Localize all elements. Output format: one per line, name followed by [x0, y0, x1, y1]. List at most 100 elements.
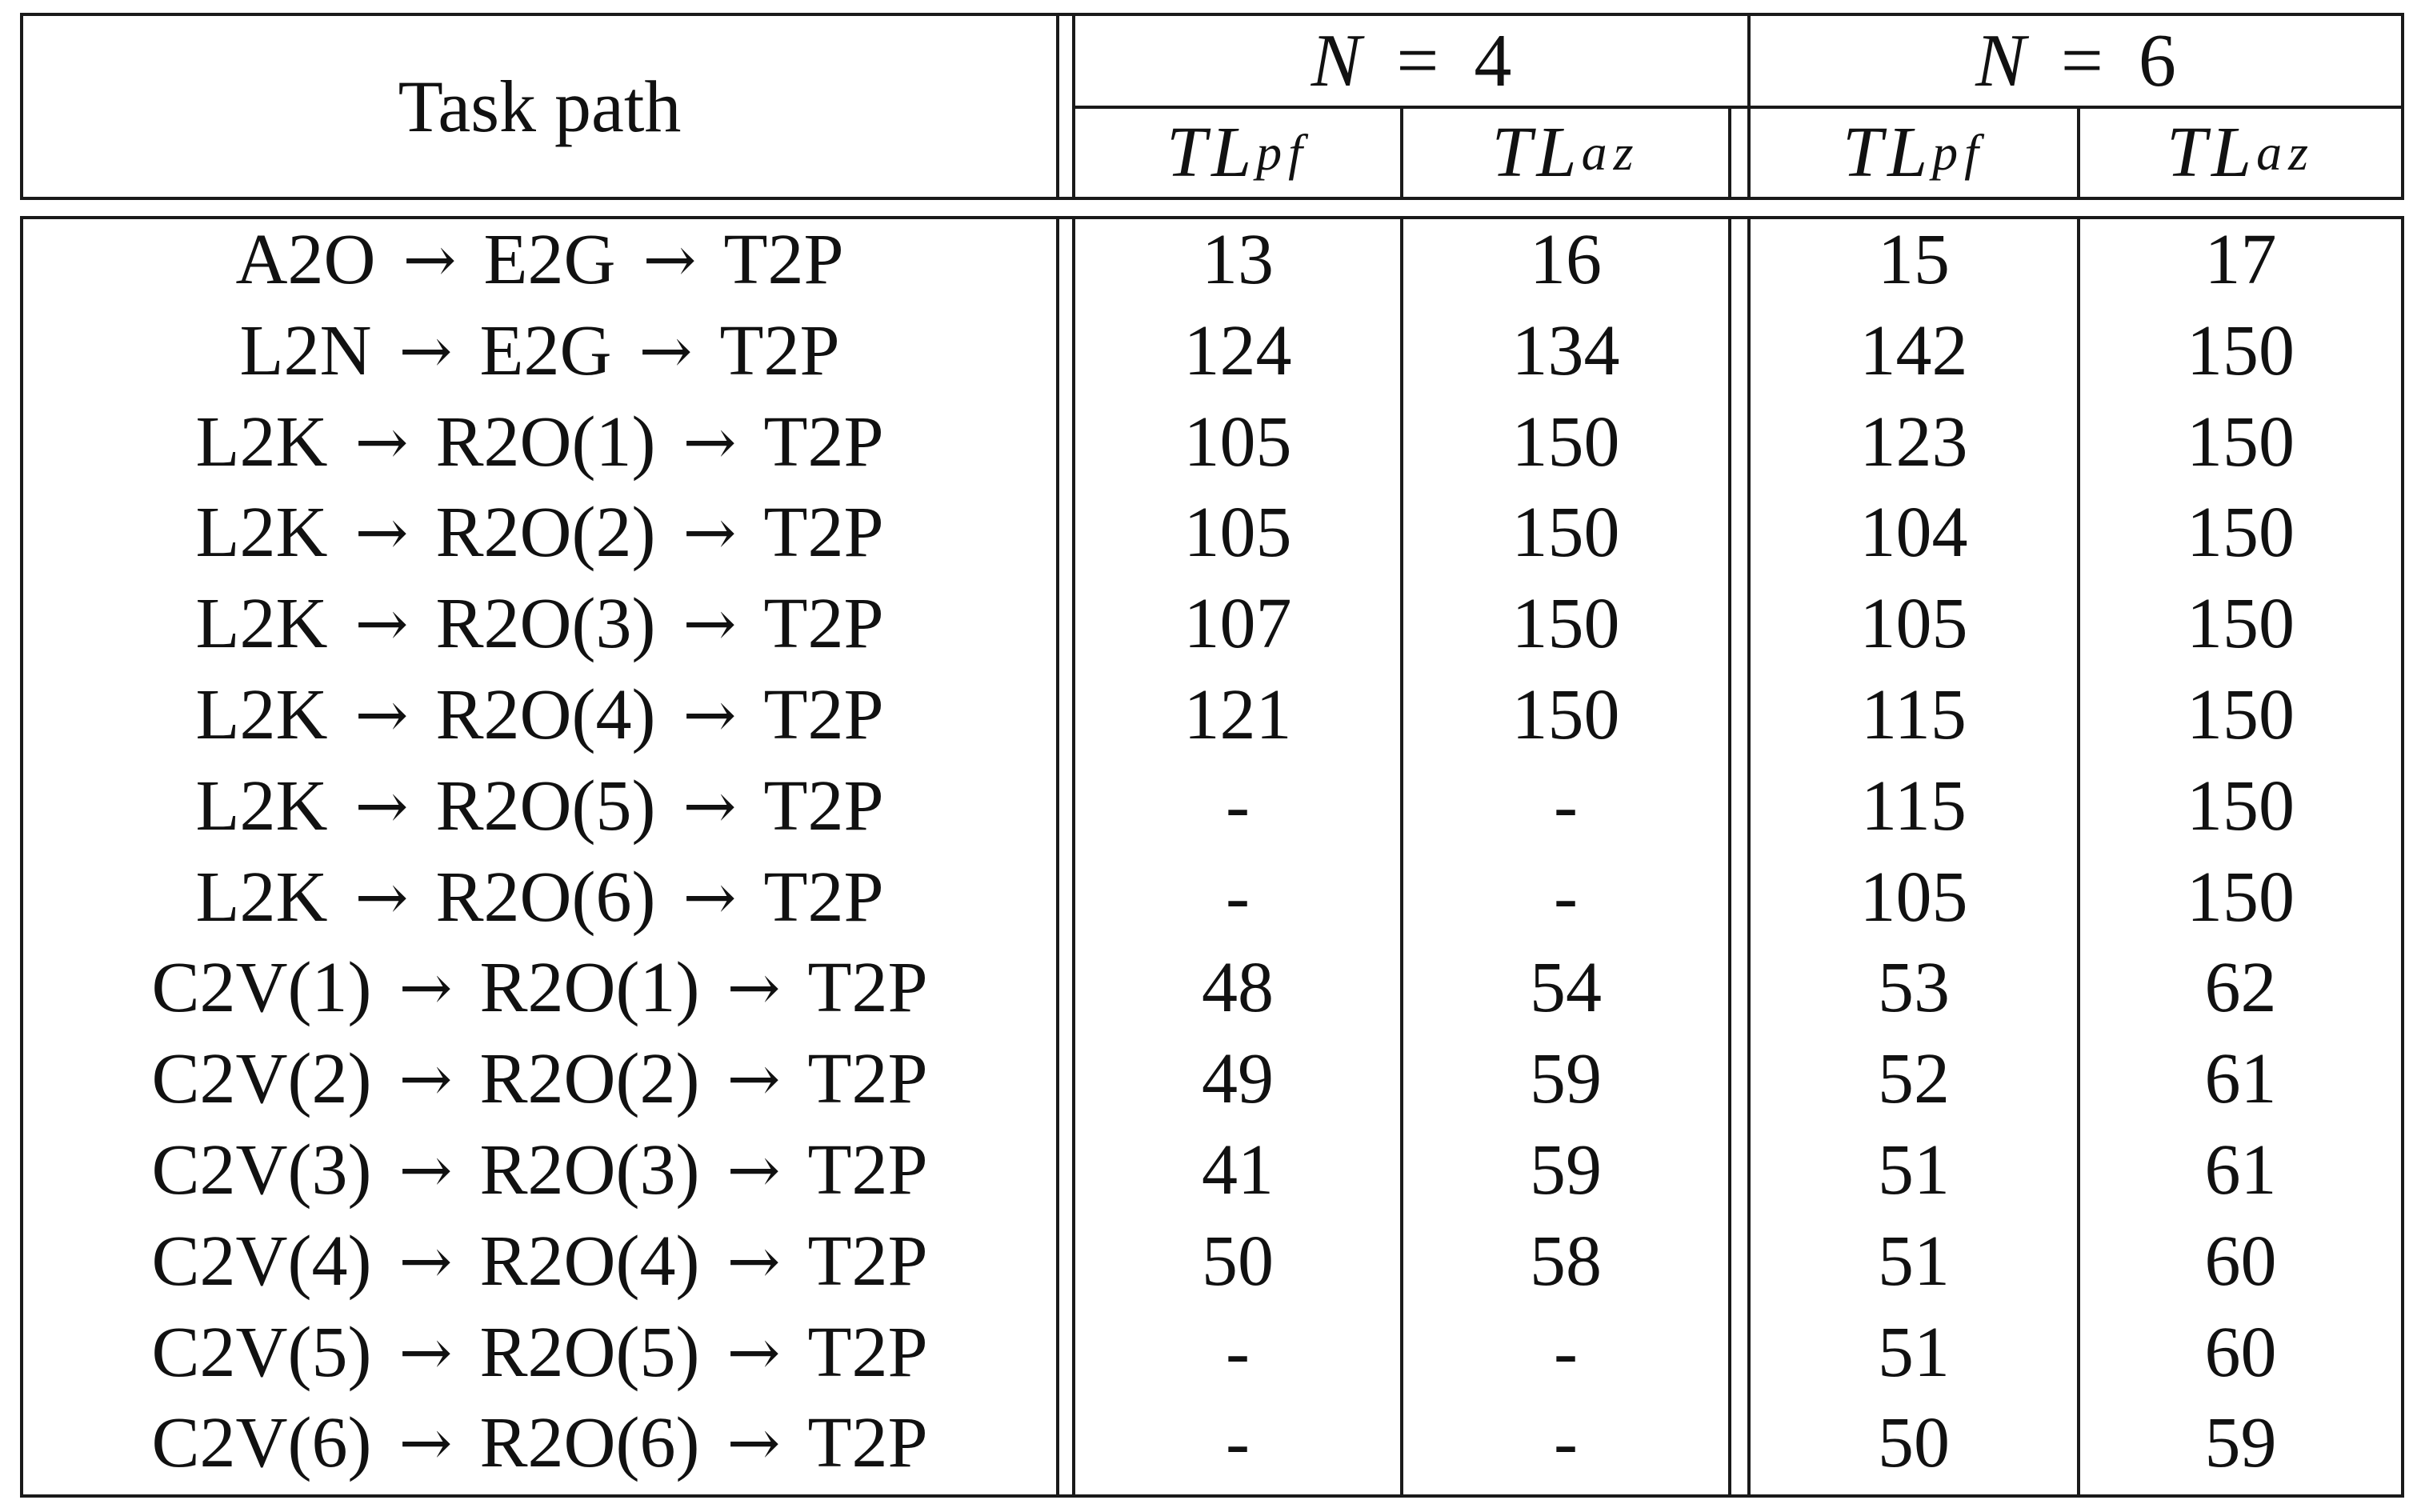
table-row-task-path: C2V(1) → R2O(1) → T2P: [23, 948, 1056, 1028]
header-tl-sub: pf: [1256, 124, 1309, 181]
cell-tl-pf-n4: 13: [1202, 220, 1274, 299]
rule-right-header: [2401, 13, 2404, 200]
cell-tl-pf-n4: 121: [1183, 675, 1292, 754]
task-path-step: L2K: [195, 493, 328, 572]
cell-tl-pf-n6: 51: [1878, 1130, 1950, 1210]
task-path-step: R2O(2): [479, 1039, 700, 1118]
table-row-task-path: L2K → R2O(1) → T2P: [23, 402, 1056, 482]
header-group-n6-eq: =: [2060, 19, 2103, 102]
task-path-step: T2P: [807, 1403, 928, 1482]
cell-tl-az-n6: 150: [2187, 675, 2295, 754]
cell-tl-az-n6: 150: [2187, 493, 2295, 572]
table-row-task-path: L2K → R2O(4) → T2P: [23, 675, 1056, 755]
rule-header-bottom: [20, 197, 2404, 200]
cell-tl-az-n6: 61: [2204, 1130, 2277, 1210]
arrow-icon: →: [682, 495, 737, 570]
cell-tl-pf-n6: 104: [1859, 493, 1968, 572]
task-path-step: C2V(1): [151, 948, 372, 1027]
table-row-task-path: L2K → R2O(2) → T2P: [23, 493, 1056, 573]
task-path-step: T2P: [763, 675, 884, 754]
arrow-icon: →: [642, 222, 697, 297]
table-row-task-path: L2N → E2G → T2P: [23, 311, 1056, 391]
cell-tl-az-n4: 59: [1530, 1130, 1602, 1210]
table-row-task-path: C2V(3) → R2O(3) → T2P: [23, 1130, 1056, 1210]
cell-tl-pf-n6: 15: [1878, 220, 1950, 299]
arrow-icon: →: [726, 1042, 781, 1116]
header-tl-base: TL: [1166, 113, 1257, 192]
rule-body-top: [20, 216, 2404, 219]
arrow-icon: →: [402, 222, 457, 297]
task-path-step: T2P: [807, 948, 928, 1027]
task-path-step: R2O(1): [435, 402, 656, 482]
cell-tl-pf-n6: 51: [1878, 1222, 1950, 1301]
cell-tl-pf-n4: 124: [1183, 311, 1292, 390]
task-path-step: L2N: [239, 311, 372, 390]
rule-group-double-a-header: [1728, 106, 1731, 200]
cell-tl-az-n6: 59: [2204, 1403, 2277, 1482]
task-path-step: L2K: [195, 402, 328, 482]
header-group-n6: N = 6: [1751, 16, 2401, 106]
task-path-step: A2O: [235, 220, 376, 299]
arrow-icon: →: [354, 860, 409, 934]
cell-tl-az-n6: 62: [2204, 948, 2277, 1027]
cell-tl-pf-n6: 105: [1859, 858, 1968, 937]
header-group-n4-var: N: [1311, 19, 1362, 102]
arrow-icon: →: [682, 405, 737, 479]
task-path-step: C2V(6): [151, 1403, 372, 1482]
arrow-icon: →: [354, 495, 409, 570]
task-path-step: T2P: [719, 311, 840, 390]
task-path-step: T2P: [723, 220, 844, 299]
task-path-step: T2P: [763, 493, 884, 572]
task-path-step: R2O(5): [435, 766, 656, 846]
rule-group-double-b-header: [1747, 13, 1751, 200]
arrow-icon: →: [398, 1224, 453, 1298]
cell-tl-az-n4: 59: [1530, 1039, 1602, 1118]
table-row-task-path: L2K → R2O(6) → T2P: [23, 858, 1056, 938]
task-path-step: T2P: [763, 766, 884, 846]
arrow-icon: →: [354, 405, 409, 479]
cell-tl-az-n4: 150: [1511, 675, 1620, 754]
task-path-step: L2K: [195, 766, 328, 846]
cell-tl-pf-n6: 50: [1878, 1403, 1950, 1482]
cell-tl-pf-n4: -: [1226, 766, 1250, 846]
task-path-step: C2V(5): [151, 1313, 372, 1392]
header-tl-base: TL: [1843, 113, 1933, 192]
cell-tl-pf-n6: 123: [1859, 402, 1968, 482]
arrow-icon: →: [726, 1224, 781, 1298]
rule-group-double-b-body: [1747, 216, 1751, 1498]
table-row-task-path: L2K → R2O(5) → T2P: [23, 766, 1056, 846]
task-path-step: C2V(2): [151, 1039, 372, 1118]
arrow-icon: →: [682, 678, 737, 752]
cell-tl-pf-n4: 41: [1202, 1130, 1274, 1210]
arrow-icon: →: [726, 1315, 781, 1390]
cell-tl-pf-n6: 52: [1878, 1039, 1950, 1118]
table-row-task-path: C2V(5) → R2O(5) → T2P: [23, 1313, 1056, 1393]
arrow-icon: →: [726, 1133, 781, 1207]
rule-bottom: [20, 1494, 2404, 1498]
cell-tl-pf-n6: 115: [1861, 766, 1967, 846]
cell-tl-az-n4: 58: [1530, 1222, 1602, 1301]
task-path-step: R2O(3): [435, 584, 656, 663]
cell-tl-az-n4: -: [1554, 858, 1578, 937]
arrow-icon: →: [726, 950, 781, 1025]
header-tl-sub: pf: [1932, 124, 1985, 181]
header-task-path: Task path: [398, 66, 682, 147]
cell-tl-az-n4: 54: [1530, 948, 1602, 1027]
header-group-n4-eq: =: [1396, 19, 1439, 102]
header-tl-base: TL: [2166, 113, 2257, 192]
table-row-task-path: L2K → R2O(3) → T2P: [23, 584, 1056, 664]
cell-tl-pf-n6: 105: [1859, 584, 1968, 663]
cell-tl-pf-n6: 53: [1878, 948, 1950, 1027]
arrow-icon: →: [398, 1406, 453, 1480]
cell-tl-pf-n4: -: [1226, 1403, 1250, 1482]
header-group-n6-var: N: [1975, 19, 2026, 102]
cell-tl-az-n4: 150: [1511, 584, 1620, 663]
task-path-step: T2P: [763, 584, 884, 663]
task-path-step: R2O(1): [479, 948, 700, 1027]
arrow-icon: →: [682, 586, 737, 661]
cell-tl-az-n4: 16: [1530, 220, 1602, 299]
rule-group-double-a-body: [1728, 216, 1731, 1498]
arrow-icon: →: [398, 1133, 453, 1207]
task-path-step: T2P: [807, 1222, 928, 1301]
